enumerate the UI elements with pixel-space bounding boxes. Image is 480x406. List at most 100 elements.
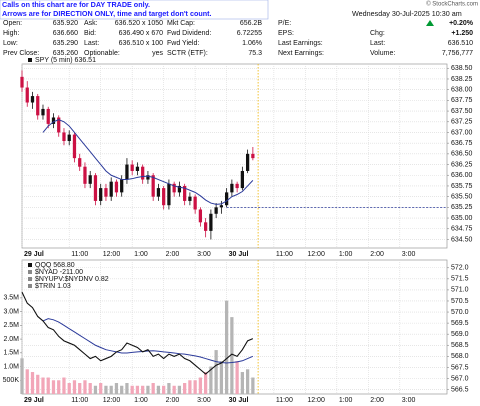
candle-body: [62, 132, 66, 142]
y-tick-label: 1.5M: [3, 350, 19, 357]
y-tick-label: 637.25: [451, 119, 473, 126]
candle-body: [177, 185, 182, 193]
quote-label: Optionable:: [84, 50, 120, 57]
candle-body: [83, 166, 87, 184]
y-tick-label: 2.0M: [3, 336, 19, 343]
x-tick-label: 12:00: [307, 251, 325, 258]
quote-label: SCTR (ETF):: [167, 50, 208, 57]
y-tick-label: 569.0: [451, 331, 469, 338]
volume-bar: [109, 385, 113, 394]
x-tick-label: 12:00: [307, 397, 325, 404]
volume-bar: [67, 383, 71, 394]
volume-bar: [151, 383, 155, 394]
quote-value: 6.72255: [237, 30, 262, 37]
quote-label: Mkt Cap:: [167, 20, 195, 27]
y-tick-label: 638.25: [451, 76, 473, 83]
candle-body: [225, 192, 229, 206]
volume-bar: [30, 372, 35, 394]
candle-body: [120, 179, 124, 193]
y-tick-label: 3.0M: [3, 308, 19, 315]
candle-body: [72, 134, 77, 159]
volume-bar: [57, 380, 61, 394]
candle-body: [41, 108, 45, 116]
moving-average: [42, 318, 254, 364]
y-tick-label: 3.5M: [3, 295, 19, 302]
y-tick-label: 635.75: [451, 183, 473, 190]
x-tick-label: 3:00: [402, 397, 416, 404]
candle-body: [162, 188, 166, 206]
x-tick-label: 3:00: [197, 251, 211, 258]
y-tick-label: 572.0: [451, 265, 469, 272]
volume-bar: [240, 372, 244, 394]
candle-body: [151, 175, 155, 197]
candle-body: [251, 153, 255, 159]
volume-bar: [99, 383, 103, 394]
x-tick-label: 30 Jul: [229, 397, 249, 404]
y-tick-label: 567.0: [451, 375, 469, 382]
quote-value: +1.250: [451, 30, 473, 37]
y-tick-label: 635.00: [451, 215, 473, 222]
candle-body: [188, 196, 192, 201]
y-tick-label: 571.0: [451, 287, 469, 294]
y-tick-label: 500K: [3, 377, 20, 384]
y-tick-label: 634.75: [451, 226, 473, 233]
moving-average: [42, 119, 254, 205]
x-tick-label: 1:00: [339, 251, 353, 258]
candle-body: [240, 170, 244, 189]
y-tick-label: 571.5: [451, 276, 469, 283]
y-tick-label: 570.0: [451, 309, 469, 316]
volume-bar: [177, 385, 182, 394]
quote-label: Last Earnings:: [278, 40, 323, 47]
candle-body: [88, 175, 92, 184]
volume-bar: [72, 380, 77, 394]
candle-body: [78, 158, 82, 167]
quote-value: 636.510 x 100: [119, 40, 163, 47]
candle-body: [67, 134, 71, 142]
candle-body: [99, 188, 103, 201]
volume-bar: [204, 372, 208, 394]
x-tick-label: 1:00: [134, 251, 148, 258]
y-tick-label: 567.5: [451, 364, 469, 371]
quote-value: 636.520 x 1050: [115, 20, 163, 27]
candle-body: [141, 166, 145, 180]
candle-body: [46, 108, 50, 124]
volume-bar: [46, 377, 50, 394]
candle-body: [230, 183, 234, 193]
y-tick-label: 568.5: [451, 342, 469, 349]
quote-value: 636.490 x 670: [119, 30, 163, 37]
volume-bar: [93, 385, 98, 394]
x-tick-label: 2:00: [370, 397, 384, 404]
candle-body: [183, 185, 187, 201]
volume-bar: [251, 377, 255, 394]
volume-bar: [230, 317, 234, 394]
quote-label: EPS:: [278, 30, 294, 37]
legend-swatch: [28, 284, 32, 288]
quote-label: Bid:: [84, 30, 96, 37]
quote-label: Last:: [370, 40, 385, 47]
quote-value: 635.260: [53, 50, 78, 57]
x-tick-label: 12:00: [103, 251, 121, 258]
volume-bar: [193, 380, 197, 394]
y-tick-label: 635.25: [451, 204, 473, 211]
x-tick-label: 11:00: [71, 397, 88, 404]
quote-value: yes: [152, 50, 163, 57]
quote-value: 635.920: [53, 20, 78, 27]
volume-bar: [156, 385, 161, 394]
volume-bar: [20, 358, 24, 394]
quote-label: Fwd Dividend:: [167, 30, 211, 37]
quote-value: 636.660: [53, 30, 78, 37]
y-tick-label: 636.00: [451, 172, 473, 179]
quote-label: Ask:: [84, 20, 98, 27]
volume-bar: [162, 385, 166, 394]
note-box: [0, 0, 269, 20]
candle-body: [135, 166, 140, 171]
volume-bar: [183, 383, 187, 394]
volume-bar: [120, 385, 124, 394]
candle-body: [219, 205, 224, 208]
candle-body: [214, 207, 218, 214]
note-line: Calls on this chart are for DAY TRADE on…: [2, 0, 150, 9]
y-tick-label: 1.0M: [3, 363, 19, 370]
up-arrow: [426, 20, 434, 26]
y-tick-label: 569.5: [451, 320, 469, 327]
